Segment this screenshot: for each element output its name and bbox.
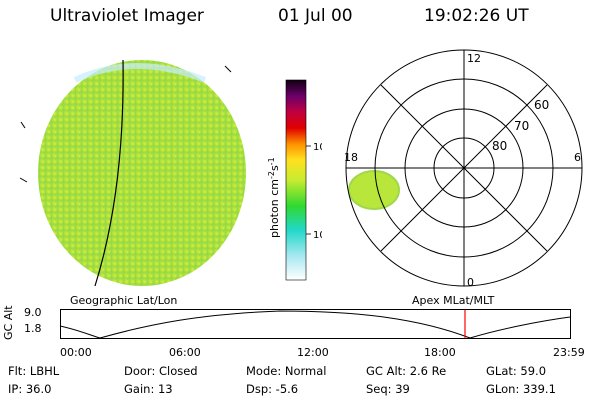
colorbar-gradient [285, 79, 307, 281]
earth-disk [38, 60, 246, 286]
orbit-ytick-9: 9.0 [24, 306, 42, 319]
info-ip: IP: 36.0 [8, 382, 52, 396]
orbit-altitude-curve [60, 310, 571, 339]
info-glat: GLat: 59.0 [486, 364, 547, 378]
right-panel-label: Apex MLat/MLT [412, 294, 495, 307]
tick-mark [20, 121, 26, 129]
polar-axis-diag [380, 84, 548, 252]
mlt-label-0: 0 [467, 276, 474, 289]
left-panel-label: Geographic Lat/Lon [70, 294, 178, 307]
colorbar-tick-100: 100 [313, 142, 322, 153]
lat-label-80: 80 [492, 139, 507, 153]
orbit-ylabel: GC Alt [2, 305, 15, 340]
info-gc-alt: GC Alt: 2.6 Re [366, 364, 447, 378]
info-filter: Flt: LBHL [8, 364, 60, 378]
orbit-xtick-1800: 18:00 [424, 346, 456, 359]
tick-mark [19, 177, 28, 183]
orbit-xtick-1200: 12:00 [297, 346, 329, 359]
meridian-line [94, 59, 124, 287]
info-mode: Mode: Normal [246, 364, 327, 378]
colorbar-tick-10: 10 [313, 230, 322, 241]
mlt-label-18: 18 [344, 151, 358, 164]
date-label: 01 Jul 00 [278, 6, 353, 26]
mlt-label-12: 12 [467, 52, 481, 65]
info-seq: Seq: 39 [366, 382, 410, 396]
colorbar: 100 10 photon cm-2s-1 [267, 79, 322, 281]
orbit-xtick-0000: 00:00 [60, 346, 92, 359]
lat-label-70: 70 [514, 119, 529, 133]
uv-disk-image [19, 59, 246, 287]
mlt-label-6: 6 [574, 151, 581, 164]
tick-mark [224, 65, 232, 73]
info-dsp: Dsp: -5.6 [246, 382, 299, 396]
polar-aurora-blob [348, 170, 400, 210]
info-gain: Gain: 13 [124, 382, 173, 396]
lat-label-60: 60 [534, 98, 549, 112]
orbit-xtick-0600: 06:00 [169, 346, 201, 359]
instrument-title: Ultraviolet Imager [50, 6, 204, 26]
info-door: Door: Closed [124, 364, 198, 378]
orbit-plot-frame [60, 309, 571, 339]
polar-plot: 12 6 18 0 60 70 80 [344, 49, 583, 289]
colorbar-label: photon cm-2s-1 [267, 157, 281, 238]
time-label: 19:02:26 UT [424, 6, 529, 26]
info-glon: GLon: 339.1 [486, 382, 556, 396]
orbit-plot [60, 309, 571, 339]
orbit-xtick-2359: 23:59 [553, 346, 585, 359]
orbit-ytick-1-8: 1.8 [24, 322, 42, 335]
disk-limb-bright-edge [73, 63, 207, 83]
